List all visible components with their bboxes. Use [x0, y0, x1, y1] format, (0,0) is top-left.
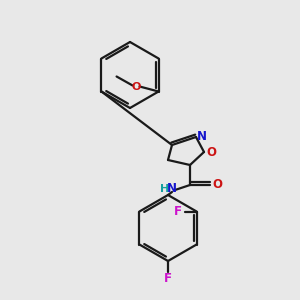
Text: N: N [197, 130, 207, 142]
Text: H: H [160, 184, 169, 194]
Text: O: O [212, 178, 222, 190]
Text: N: N [167, 182, 177, 196]
Text: F: F [174, 205, 182, 218]
Text: O: O [132, 82, 141, 92]
Text: O: O [206, 146, 216, 158]
Text: F: F [164, 272, 172, 286]
